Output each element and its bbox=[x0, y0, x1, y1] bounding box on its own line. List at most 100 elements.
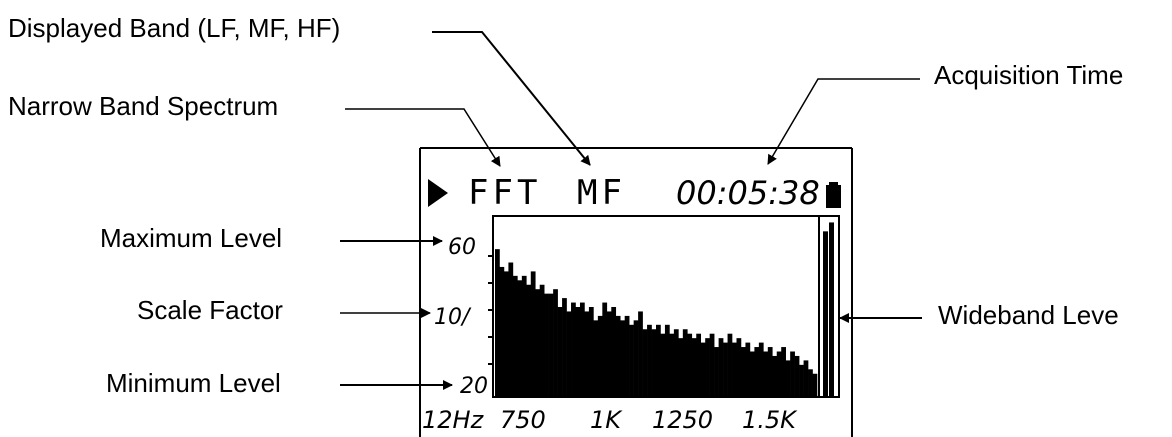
maximum-level-label: Maximum Level bbox=[100, 223, 283, 253]
spectrum-bar bbox=[656, 324, 661, 396]
spectrum-bar bbox=[620, 320, 625, 396]
spectrum-bar bbox=[548, 293, 554, 396]
x-tick-label: 1K bbox=[590, 406, 623, 434]
x-tick-label: 750 bbox=[500, 406, 546, 434]
spectrum-bar bbox=[776, 351, 782, 396]
spectrum-bar bbox=[660, 333, 666, 396]
spectrum-bars bbox=[495, 249, 818, 396]
spectrum-bar bbox=[579, 302, 585, 396]
spectrum-bar bbox=[718, 338, 724, 396]
scale-factor-value: 10/ bbox=[434, 305, 472, 330]
spectrum-bar bbox=[700, 342, 706, 396]
band-indicator: MF bbox=[577, 173, 626, 213]
spectrum-bar bbox=[808, 369, 813, 396]
x-tick-label: 1250 bbox=[652, 406, 713, 434]
displayed-band-arrow bbox=[432, 31, 591, 166]
spectrum-bar bbox=[664, 324, 670, 396]
spectrum-bar bbox=[615, 315, 621, 396]
spectrum-bar bbox=[794, 355, 800, 396]
spectrum-bar bbox=[535, 289, 541, 396]
spectrum-bar bbox=[606, 311, 612, 396]
spectrum-bar bbox=[566, 311, 572, 396]
x-tick-label: 1.5K bbox=[742, 406, 798, 434]
spectrum-bar bbox=[723, 342, 728, 396]
spectrum-bar bbox=[588, 307, 594, 396]
spectrum-bar bbox=[508, 262, 514, 396]
spectrum-bar bbox=[553, 289, 558, 396]
spectrum-bar bbox=[495, 249, 500, 396]
wideband-bar bbox=[829, 222, 834, 396]
min-level-value: 20 bbox=[460, 374, 488, 399]
spectrum-bar bbox=[544, 293, 549, 396]
spectrum-bar bbox=[790, 351, 795, 396]
y-axis-ticks bbox=[488, 255, 493, 365]
spectrum-bar bbox=[758, 342, 764, 396]
spectrum-bar bbox=[682, 329, 688, 396]
spectrum-bar bbox=[749, 351, 755, 396]
spectrum-bar bbox=[499, 266, 505, 396]
acquisition-time-label: Acquisition Time bbox=[934, 60, 1124, 90]
spectrum-bar bbox=[727, 333, 733, 396]
x-tick-label: 12Hz bbox=[422, 406, 485, 434]
fft-mode: FFT bbox=[468, 173, 541, 213]
wideband-bar bbox=[823, 231, 828, 396]
spectrum-bar bbox=[624, 315, 630, 396]
spectrum-bar bbox=[799, 364, 804, 396]
spectrum-bar bbox=[642, 329, 648, 396]
lcd-screen: FFT MF 00:05:38 60 10/ 20 12Hz 750 1K 12… bbox=[419, 147, 853, 437]
spectrum-bar bbox=[709, 333, 715, 396]
wideband-bars bbox=[823, 222, 834, 396]
spectrum-bar bbox=[521, 275, 527, 396]
spectrum-bar bbox=[557, 307, 563, 396]
wideband-level-label: Wideband Leve bbox=[938, 300, 1119, 330]
spectrum-bar bbox=[638, 311, 643, 396]
spectrum-bar bbox=[732, 342, 737, 396]
acquisition-time-arrow bbox=[767, 78, 920, 165]
narrow-band-arrow bbox=[345, 108, 501, 167]
spectrum-bar bbox=[602, 302, 608, 396]
spectrum-bar bbox=[714, 347, 719, 396]
callout-arrows bbox=[340, 31, 922, 390]
play-icon bbox=[428, 179, 448, 207]
spectrum-bar bbox=[611, 307, 617, 396]
spectrum-bar bbox=[647, 324, 652, 396]
spectrum-bar bbox=[678, 338, 684, 396]
spectrum-bar bbox=[571, 302, 576, 396]
spectrum-bar bbox=[651, 329, 657, 396]
spectrum-frame bbox=[492, 215, 840, 398]
spectrum-bar bbox=[763, 351, 769, 396]
max-level-value: 60 bbox=[448, 235, 476, 260]
spectrum-bar bbox=[530, 271, 536, 396]
spectrum-bar bbox=[539, 284, 545, 396]
spectrum-bar bbox=[772, 355, 778, 396]
scale-factor-label: Scale Factor bbox=[137, 295, 283, 325]
spectrum-bar bbox=[696, 333, 702, 396]
spectrum-bar bbox=[575, 307, 581, 396]
spectrum-bar bbox=[629, 324, 634, 396]
spectrum-bar bbox=[584, 311, 590, 396]
minimum-level-label: Minimum Level bbox=[106, 368, 281, 398]
spectrum-bar bbox=[691, 338, 697, 396]
narrow-band-spectrum-label: Narrow Band Spectrum bbox=[8, 91, 279, 121]
displayed-band-label: Displayed Band (LF, MF, HF) bbox=[8, 13, 341, 43]
spectrum-bar bbox=[597, 315, 603, 396]
spectrum-bar bbox=[562, 298, 567, 396]
spectrum-bar bbox=[767, 347, 773, 396]
spectrum-bar bbox=[812, 373, 818, 396]
spectrum-bar bbox=[669, 333, 675, 396]
spectrum-bar bbox=[705, 338, 710, 396]
spectrum-bar bbox=[512, 275, 518, 396]
spectrum-bar bbox=[803, 360, 809, 396]
spectrum-bar bbox=[781, 347, 786, 396]
spectrum-bar bbox=[785, 360, 791, 396]
spectrum-bar bbox=[740, 347, 746, 396]
acquisition-time: 00:05:38 bbox=[676, 174, 820, 212]
spectrum-bar bbox=[593, 320, 599, 396]
spectrum-bar bbox=[503, 271, 509, 396]
spectrum-bar bbox=[633, 320, 639, 396]
spectrum-bar bbox=[745, 342, 751, 396]
spectrum-bar bbox=[517, 280, 523, 396]
battery-icon bbox=[826, 182, 841, 208]
spectrum-bar bbox=[673, 329, 679, 396]
spectrum-bar bbox=[526, 284, 532, 396]
